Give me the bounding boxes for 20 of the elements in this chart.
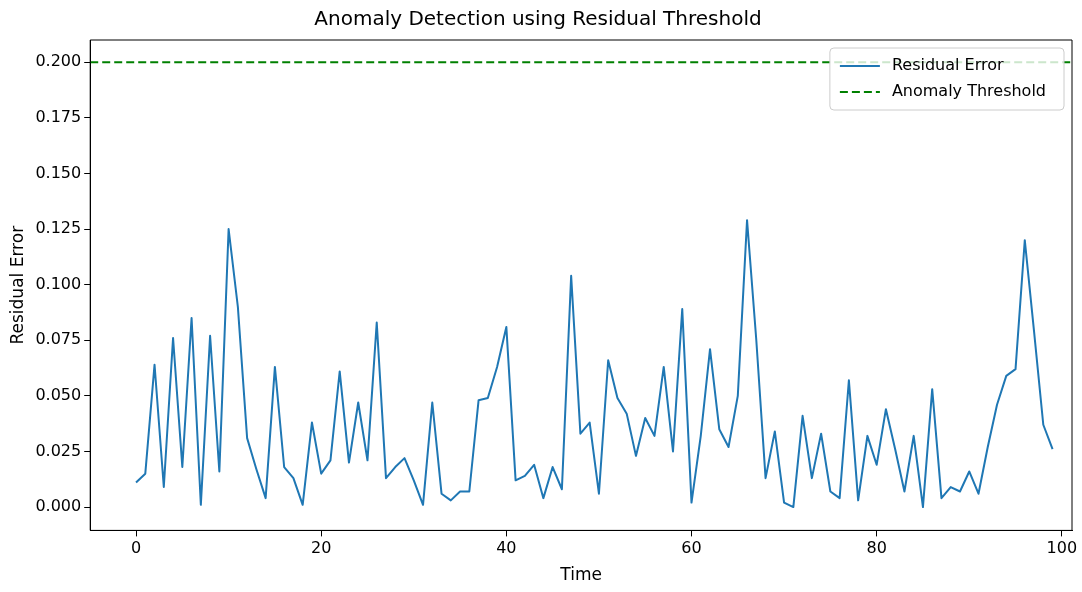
x-axis-title: Time: [559, 564, 602, 585]
y-tick-label: 0.175: [35, 107, 82, 126]
y-tick-label: 0.100: [35, 273, 82, 293]
y-tick-label: 0.150: [35, 162, 82, 182]
x-tick-label: 60: [681, 538, 702, 558]
chart-title: Anomaly Detection using Residual Threshold: [314, 6, 762, 31]
y-tick-label: 0.075: [35, 329, 82, 349]
x-tick-label: 20: [311, 538, 332, 558]
x-tick-label: 40: [496, 538, 517, 558]
y-tick-label: 0.050: [35, 385, 82, 404]
y-tick-label: 0.025: [35, 440, 82, 460]
legend-label: Residual Error: [891, 55, 1004, 75]
y-tick-label: 0.200: [35, 51, 82, 71]
y-tick-label: 0.125: [35, 218, 82, 238]
x-tick-label: 80: [866, 538, 887, 558]
x-tick-label: 100: [1046, 538, 1078, 558]
legend-label: Anomaly Threshold: [891, 81, 1047, 101]
y-tick-label: 0.000: [35, 496, 82, 516]
y-axis-title: Residual Error: [6, 225, 27, 345]
x-tick-label: 0: [130, 538, 142, 558]
